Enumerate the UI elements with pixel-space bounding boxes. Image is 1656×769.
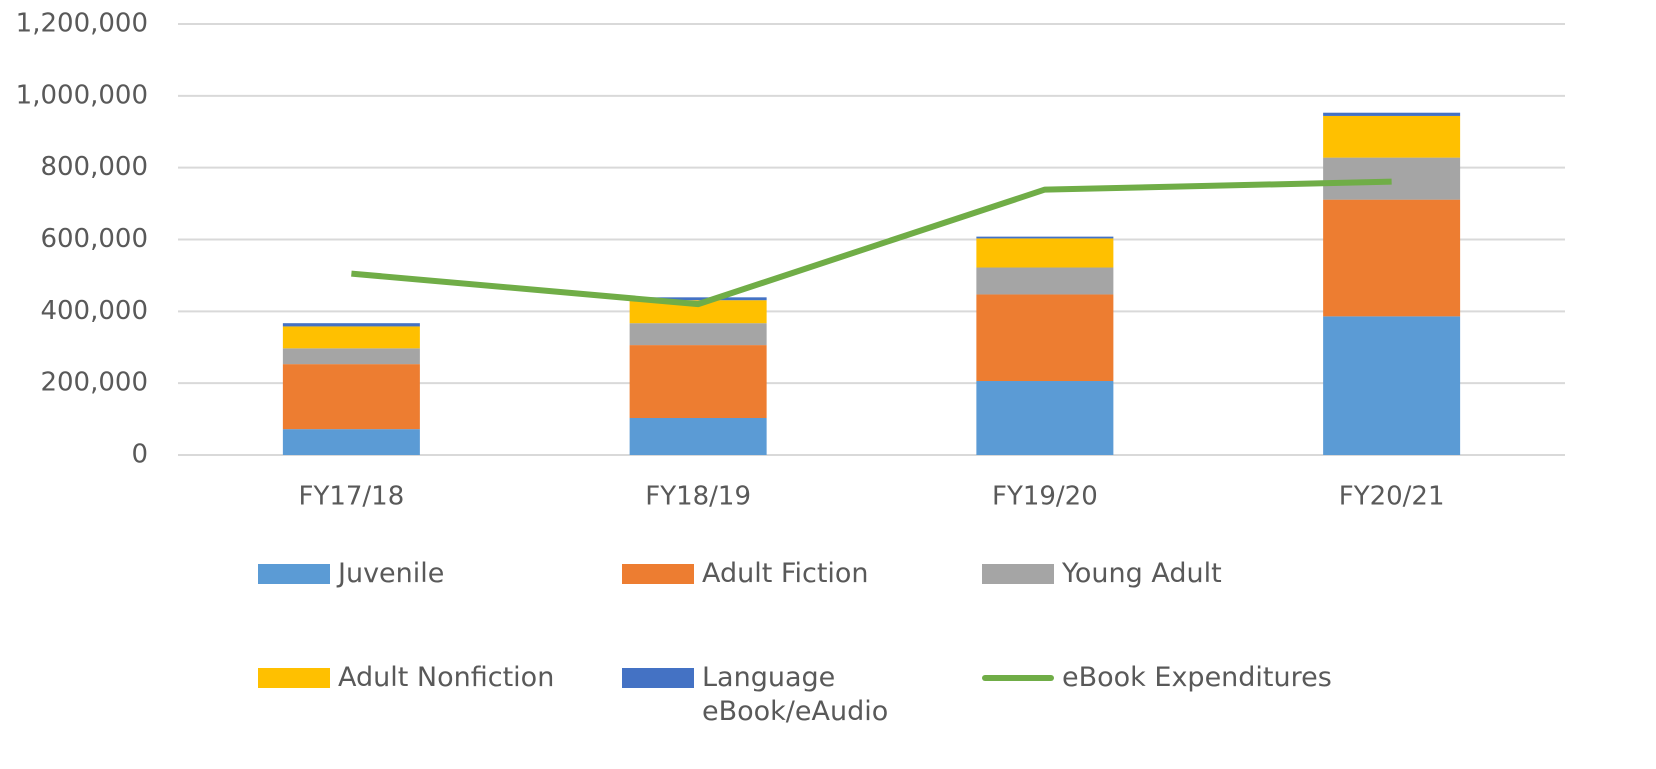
bar-segment	[1323, 316, 1461, 455]
y-tick-label: 800,000	[40, 152, 148, 182]
bar-segment	[976, 294, 1114, 382]
legend-label: eBook Expenditures	[1062, 662, 1332, 693]
legend-swatch	[982, 675, 1054, 681]
legend-item: Young Adult	[982, 557, 1382, 591]
legend-label: Adult Nonfiction	[338, 662, 555, 693]
legend-item: Juvenile	[258, 557, 578, 591]
bar-segment	[629, 323, 767, 346]
legend-label: Adult Fiction	[702, 558, 869, 589]
legend-swatch	[622, 668, 694, 688]
legend-swatch	[258, 668, 330, 688]
bar-segment	[1323, 115, 1461, 158]
y-tick-label: 0	[131, 440, 148, 470]
bar-segment	[629, 297, 767, 301]
bar-segment	[282, 429, 420, 455]
bar-segment	[282, 326, 420, 349]
y-tick-label: 200,000	[40, 368, 148, 398]
bar-segment	[1323, 112, 1461, 116]
bar-segment	[1323, 157, 1461, 200]
x-tick-label: FY18/19	[645, 482, 751, 512]
legend-label: Language eBook/eAudio	[702, 662, 889, 727]
legend-item: Adult Nonfiction	[258, 661, 578, 695]
y-tick-label: 1,000,000	[16, 80, 148, 110]
bar-segment	[1323, 199, 1461, 317]
bar-segment	[282, 348, 420, 365]
legend-label: Juvenile	[338, 558, 445, 589]
x-tick-label: FY20/21	[1339, 482, 1445, 512]
bar-segment	[282, 364, 420, 430]
legend-item: eBook Expenditures	[982, 661, 1382, 695]
legend-item: Adult Fiction	[622, 557, 942, 591]
legend-swatch	[258, 564, 330, 584]
legend-swatch	[982, 564, 1054, 584]
y-tick-label: 400,000	[40, 296, 148, 326]
bar-segment	[282, 323, 420, 327]
bar-segment	[629, 345, 767, 419]
legend-item: Language eBook/eAudio	[622, 661, 942, 729]
y-tick-label: 600,000	[40, 224, 148, 254]
bar-segment	[976, 238, 1114, 268]
bar-segment	[976, 236, 1114, 239]
x-tick-label: FY19/20	[992, 482, 1098, 512]
x-tick-label: FY17/18	[298, 482, 404, 512]
legend-label: Young Adult	[1062, 558, 1222, 589]
y-tick-label: 1,200,000	[16, 9, 148, 39]
bar-segment	[976, 267, 1114, 295]
line	[351, 178, 1392, 308]
bar-segment	[976, 381, 1114, 455]
legend-swatch	[622, 564, 694, 584]
bar-segment	[629, 418, 767, 455]
bar-segment	[629, 300, 767, 324]
